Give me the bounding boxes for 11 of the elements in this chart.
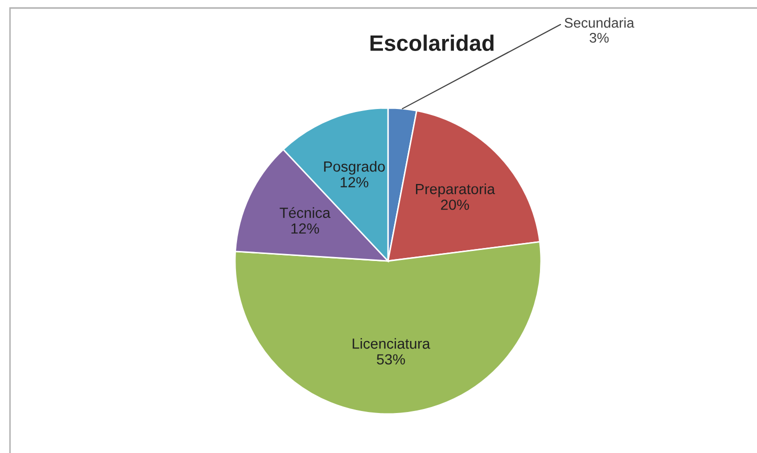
data-label: 3% <box>590 32 609 43</box>
data-label: 12% <box>291 223 320 234</box>
slice-label: Secundaria <box>564 18 634 28</box>
text: Escolaridad <box>370 34 494 51</box>
data-label: 12% <box>340 177 368 188</box>
slice-label: Posgrado <box>324 160 385 175</box>
slice-label: Preparatoria <box>416 184 496 198</box>
slice-label: Licenciatura <box>352 338 430 349</box>
data-label: 20% <box>441 200 469 210</box>
slice-label: Técnica <box>280 207 330 218</box>
data-label: 53% <box>376 354 405 365</box>
